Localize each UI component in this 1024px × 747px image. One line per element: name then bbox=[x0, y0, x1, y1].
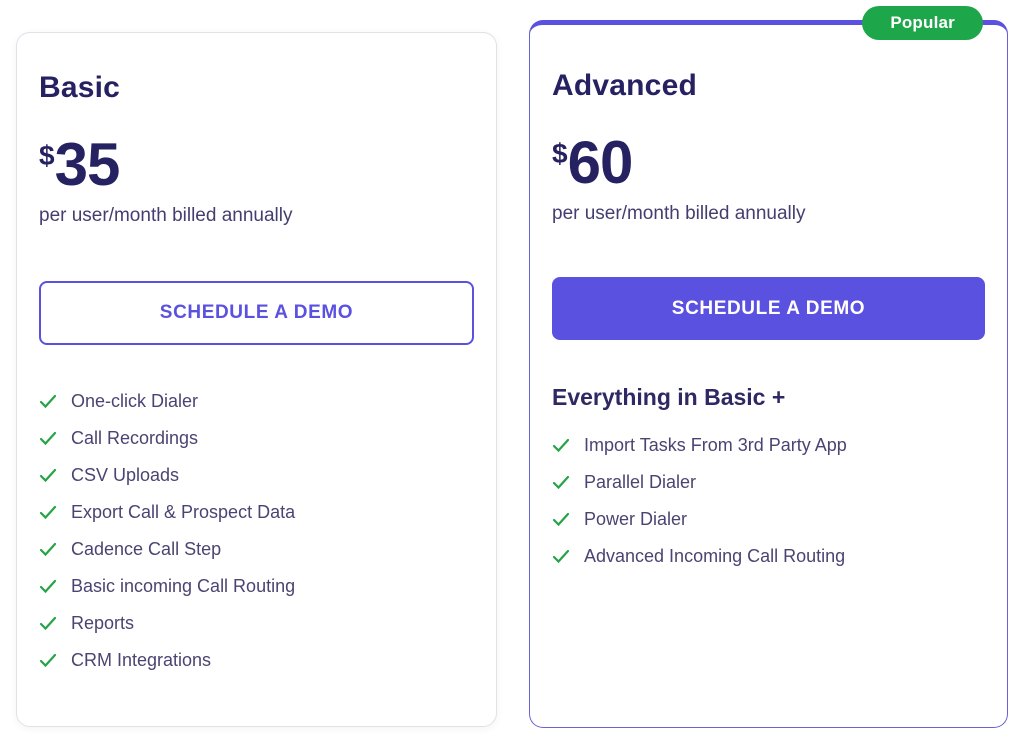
billing-note: per user/month billed annually bbox=[39, 205, 293, 226]
check-icon bbox=[39, 505, 57, 520]
feature-label: Import Tasks From 3rd Party App bbox=[584, 434, 847, 455]
feature-item: Cadence Call Step bbox=[39, 537, 474, 561]
check-icon bbox=[552, 438, 570, 453]
pricing-card-advanced: Popular Advanced $ 60 per user/month bil… bbox=[529, 6, 1008, 728]
features-heading: Everything in Basic + bbox=[552, 384, 786, 410]
feature-item: Reports bbox=[39, 611, 474, 635]
feature-label: Reports bbox=[71, 612, 135, 633]
check-icon bbox=[39, 653, 57, 668]
feature-label: CSV Uploads bbox=[71, 464, 180, 485]
feature-item: Parallel Dialer bbox=[552, 470, 985, 494]
price-currency: $ bbox=[552, 138, 568, 169]
check-icon bbox=[39, 431, 57, 446]
feature-label: Call Recordings bbox=[71, 427, 199, 448]
feature-item: Advanced Incoming Call Routing bbox=[552, 544, 985, 568]
feature-item: CSV Uploads bbox=[39, 463, 474, 487]
billing-note: per user/month billed annually bbox=[552, 203, 806, 224]
feature-item: CRM Integrations bbox=[39, 648, 474, 672]
price-amount: 35 bbox=[54, 131, 121, 198]
plan-name: Advanced bbox=[552, 69, 697, 102]
pricing-card-basic: Basic $ 35 per user/month billed annuall… bbox=[16, 32, 497, 727]
feature-label: One-click Dialer bbox=[71, 390, 199, 411]
price-currency: $ bbox=[39, 140, 55, 171]
price-amount: 60 bbox=[567, 129, 634, 196]
popular-badge: Popular bbox=[862, 6, 983, 40]
check-icon bbox=[39, 394, 57, 409]
feature-label: Cadence Call Step bbox=[71, 538, 222, 559]
feature-label: Power Dialer bbox=[584, 508, 688, 529]
feature-label: Advanced Incoming Call Routing bbox=[584, 545, 846, 566]
feature-item: Import Tasks From 3rd Party App bbox=[552, 433, 985, 457]
feature-list: Import Tasks From 3rd Party App Parallel… bbox=[552, 433, 985, 568]
feature-item: Export Call & Prospect Data bbox=[39, 500, 474, 524]
check-icon bbox=[552, 475, 570, 490]
check-icon bbox=[552, 512, 570, 527]
check-icon bbox=[39, 468, 57, 483]
check-icon bbox=[39, 579, 57, 594]
check-icon bbox=[552, 549, 570, 564]
price: $ 60 bbox=[552, 133, 985, 193]
feature-label: Parallel Dialer bbox=[584, 471, 697, 492]
feature-item: One-click Dialer bbox=[39, 389, 474, 413]
check-icon bbox=[39, 542, 57, 557]
feature-label: CRM Integrations bbox=[71, 649, 212, 670]
feature-item: Basic incoming Call Routing bbox=[39, 574, 474, 598]
feature-label: Basic incoming Call Routing bbox=[71, 575, 296, 596]
feature-label: Export Call & Prospect Data bbox=[71, 501, 296, 522]
schedule-demo-button[interactable]: SCHEDULE A DEMO bbox=[552, 277, 985, 340]
plan-name: Basic bbox=[39, 71, 121, 104]
feature-item: Call Recordings bbox=[39, 426, 474, 450]
schedule-demo-button[interactable]: SCHEDULE A DEMO bbox=[39, 281, 474, 345]
feature-list: One-click Dialer Call Recordings CSV Upl… bbox=[39, 389, 474, 672]
price: $ 35 bbox=[39, 135, 474, 195]
check-icon bbox=[39, 616, 57, 631]
feature-item: Power Dialer bbox=[552, 507, 985, 531]
